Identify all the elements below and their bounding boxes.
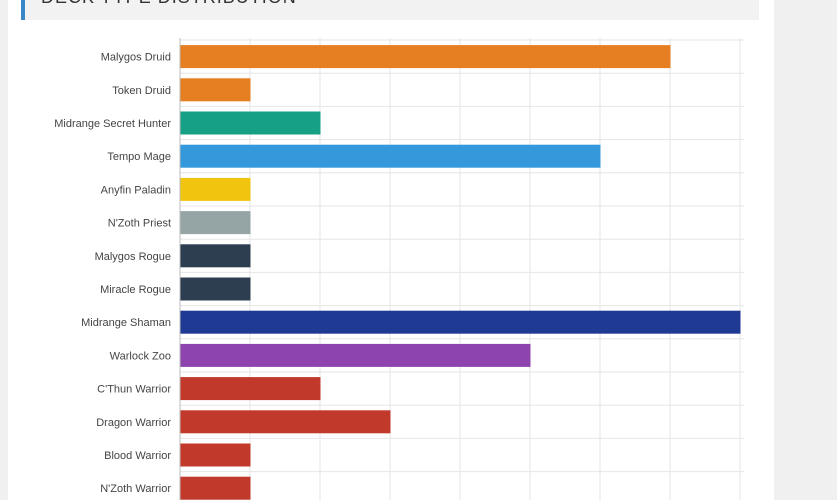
bar[interactable] <box>180 377 321 401</box>
bar[interactable] <box>180 177 251 201</box>
bar[interactable] <box>180 310 741 334</box>
chart-grid <box>179 38 744 500</box>
category-label: Warlock Zoo <box>110 350 171 362</box>
bar[interactable] <box>180 111 321 135</box>
category-label: C'Thun Warrior <box>97 384 171 396</box>
chart-bars <box>180 45 741 500</box>
bar[interactable] <box>180 244 251 268</box>
bar[interactable] <box>180 144 601 168</box>
category-label: Blood Warrior <box>104 450 171 462</box>
chart-panel <box>8 0 774 500</box>
bar[interactable] <box>180 343 531 367</box>
bar[interactable] <box>180 211 251 235</box>
chart-category-labels: Malygos Druid Token Druid Midrange Secret … <box>54 52 171 496</box>
category-label: Midrange Secret Hunter <box>54 118 171 130</box>
panel-title: DECK TYPE DISTRIBUTION <box>41 0 297 8</box>
category-label: Malygos Rogue <box>95 251 171 263</box>
panel-header: DECK TYPE DISTRIBUTION <box>21 0 759 20</box>
bar[interactable] <box>180 45 671 69</box>
bar[interactable] <box>180 476 251 500</box>
category-label: Tempo Mage <box>107 151 171 163</box>
bar[interactable] <box>180 78 251 102</box>
category-label: N'Zoth Warrior <box>100 483 171 495</box>
category-label: Anyfin Paladin <box>101 184 171 196</box>
bar[interactable] <box>180 277 251 301</box>
category-label: Dragon Warrior <box>96 417 171 429</box>
bar[interactable] <box>180 443 251 467</box>
category-label: Miracle Rogue <box>100 284 171 296</box>
category-label: Token Druid <box>112 85 171 97</box>
category-label: Midrange Shaman <box>81 317 171 329</box>
bar[interactable] <box>180 410 391 434</box>
category-label: N'Zoth Priest <box>108 218 171 230</box>
category-label: Malygos Druid <box>101 52 171 64</box>
